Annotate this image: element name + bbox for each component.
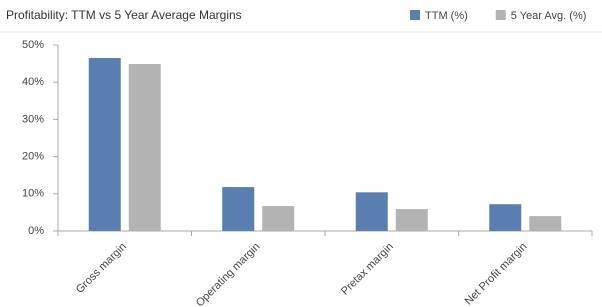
legend-label: 5 Year Avg. (%) bbox=[511, 10, 587, 22]
y-tick-label: 30% bbox=[22, 113, 44, 125]
y-tick-label: 0% bbox=[28, 225, 44, 237]
x-tick-label: Operating margin bbox=[194, 241, 263, 307]
bar bbox=[489, 204, 522, 231]
chart-title: Profitability: TTM vs 5 Year Average Mar… bbox=[6, 8, 242, 22]
bar bbox=[262, 206, 295, 231]
x-tick-label: Net Profit margin bbox=[463, 241, 530, 307]
y-tick-label: 50% bbox=[22, 39, 44, 51]
bar bbox=[88, 58, 121, 231]
bar bbox=[222, 187, 255, 231]
bar bbox=[529, 216, 562, 231]
x-tick-label: Gross margin bbox=[74, 241, 129, 296]
bar bbox=[128, 63, 161, 231]
x-tick-label: Pretax margin bbox=[339, 241, 396, 298]
bar bbox=[395, 209, 428, 231]
y-tick-label: 10% bbox=[22, 188, 44, 200]
y-tick-label: 20% bbox=[22, 151, 44, 163]
legend-swatch bbox=[410, 10, 420, 20]
y-tick-label: 40% bbox=[22, 76, 44, 88]
legend-swatch bbox=[495, 10, 506, 20]
bar bbox=[355, 192, 388, 231]
legend-label: TTM (%) bbox=[425, 10, 468, 22]
